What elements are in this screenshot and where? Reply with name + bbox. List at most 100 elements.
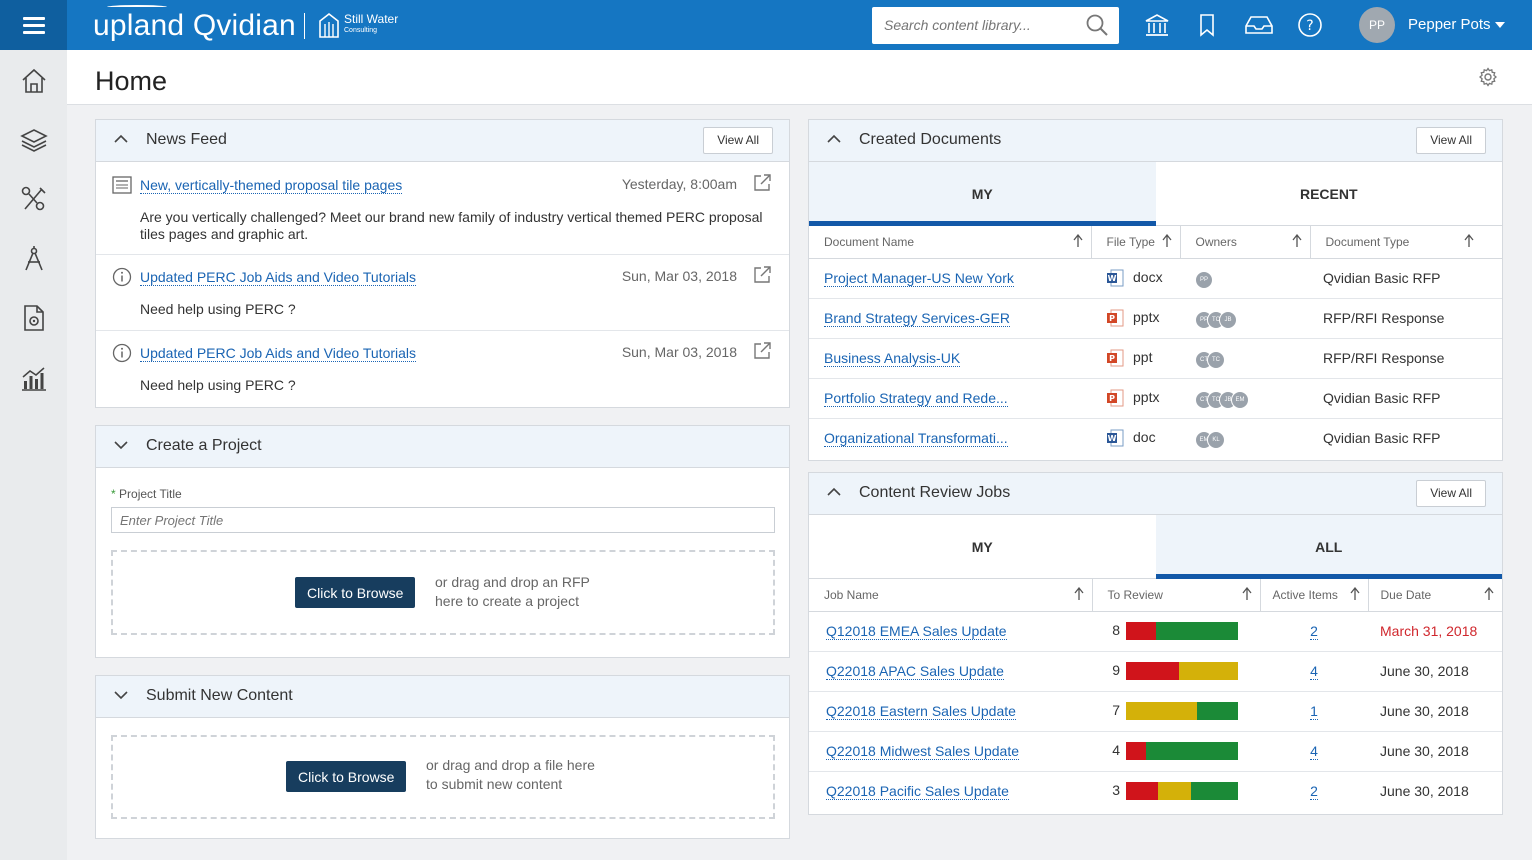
bookmark-icon[interactable] <box>1194 12 1220 38</box>
rfp-dropzone[interactable]: Click to Browse or drag and drop an RFP h… <box>111 550 775 635</box>
tab-my[interactable]: MY <box>809 162 1156 226</box>
tab-my[interactable]: MY <box>809 515 1156 579</box>
column-header[interactable]: Owners <box>1180 226 1311 259</box>
external-link-icon[interactable] <box>752 341 772 361</box>
document-link[interactable]: Organizational Transformati... <box>824 430 1008 448</box>
browse-button[interactable]: Click to Browse <box>295 577 416 608</box>
column-header[interactable]: Due Date <box>1368 579 1502 612</box>
job-link[interactable]: Q12018 EMEA Sales Update <box>826 623 1007 640</box>
view-all-button[interactable]: View All <box>1416 127 1486 154</box>
sort-arrow-icon[interactable] <box>1072 234 1083 248</box>
search-icon[interactable] <box>1085 13 1109 37</box>
analytics-icon[interactable] <box>20 364 48 392</box>
sort-arrow-icon[interactable] <box>1484 587 1494 601</box>
active-items-link[interactable]: 2 <box>1310 783 1318 801</box>
content-dropzone[interactable]: Click to Browse or drag and drop a file … <box>111 735 775 819</box>
table-row[interactable]: Q22018 Midwest Sales Update 4 4 June 30, 20… <box>809 731 1502 772</box>
owners-cell: CT TC <box>1180 338 1310 379</box>
document-type: RFP/RFI Response <box>1323 310 1445 326</box>
active-items-link[interactable]: 4 <box>1310 743 1318 760</box>
active-items-link[interactable]: 1 <box>1310 703 1318 720</box>
tab-all[interactable]: ALL <box>1155 515 1502 579</box>
external-link-icon[interactable] <box>752 173 772 193</box>
user-avatar[interactable]: PP <box>1359 7 1395 43</box>
news-link[interactable]: Updated PERC Job Aids and Video Tutorial… <box>140 345 417 362</box>
home-icon[interactable] <box>20 67 48 95</box>
column-header[interactable]: Document Name <box>809 226 1092 259</box>
table-header-row: Document Name File Type Owners Document … <box>809 226 1502 259</box>
sort-arrow-icon[interactable] <box>1291 234 1302 248</box>
project-title-input[interactable] <box>111 507 775 533</box>
column-header[interactable]: To Review <box>1092 579 1261 612</box>
tab-recent[interactable]: RECENT <box>1155 162 1502 226</box>
tools-icon[interactable] <box>20 185 48 213</box>
due-date: March 31, 2018 <box>1380 623 1478 639</box>
library-icon[interactable] <box>1144 12 1170 38</box>
bar-segment-green <box>1156 622 1238 641</box>
chevron-down-icon[interactable] <box>114 690 128 700</box>
document-link[interactable]: Brand Strategy Services-GER <box>824 310 1010 327</box>
news-link[interactable]: New, vertically-themed proposal tile pag… <box>140 177 403 194</box>
file-type: pptx <box>1133 308 1160 325</box>
inbox-icon[interactable] <box>1244 12 1274 38</box>
chevron-down-icon[interactable] <box>114 440 128 450</box>
search-input[interactable] <box>872 7 1072 42</box>
owner-avatar[interactable]: KL <box>1207 430 1225 449</box>
view-all-button[interactable]: View All <box>1416 480 1486 507</box>
owner-avatar[interactable]: JB <box>1219 310 1237 329</box>
chevron-down-icon[interactable] <box>1495 22 1505 28</box>
table-row[interactable]: Q22018 Pacific Sales Update 3 2 June 30, 20… <box>809 771 1502 811</box>
view-all-button[interactable]: View All <box>703 127 773 154</box>
chevron-up-icon[interactable] <box>114 134 128 144</box>
gear-icon[interactable] <box>1478 67 1498 87</box>
chevron-up-icon[interactable] <box>827 134 841 144</box>
chevron-up-icon[interactable] <box>827 487 841 497</box>
browse-button[interactable]: Click to Browse <box>286 761 407 792</box>
news-link[interactable]: Updated PERC Job Aids and Video Tutorial… <box>140 269 417 286</box>
owner-avatar[interactable]: PP <box>1195 270 1213 289</box>
sort-arrow-icon[interactable] <box>1073 587 1084 601</box>
to-review-count: 9 <box>1112 661 1120 678</box>
active-items-link[interactable]: 2 <box>1310 623 1318 640</box>
column-header[interactable]: Document Type <box>1310 226 1502 259</box>
sort-arrow-icon[interactable] <box>1464 234 1474 248</box>
owner-avatar[interactable]: EM <box>1231 390 1249 409</box>
hamburger-menu-icon[interactable] <box>0 0 67 50</box>
job-link[interactable]: Q22018 Eastern Sales Update <box>826 703 1016 720</box>
document-link[interactable]: Portfolio Strategy and Rede... <box>824 390 1008 407</box>
help-icon[interactable]: ? <box>1297 12 1323 38</box>
document-link[interactable]: Business Analysis-UK <box>824 350 961 367</box>
owner-avatar[interactable]: TC <box>1207 350 1225 369</box>
column-header[interactable]: Job Name <box>809 579 1093 612</box>
news-body: Need help using PERC ? <box>140 377 296 393</box>
table-row[interactable]: Q22018 APAC Sales Update 9 4 June 30, 2018 <box>809 651 1502 692</box>
required-marker: * <box>111 487 116 501</box>
sort-arrow-icon[interactable] <box>1241 587 1252 601</box>
user-name[interactable]: Pepper Pots <box>1408 16 1491 33</box>
job-link[interactable]: Q22018 APAC Sales Update <box>826 663 1004 680</box>
table-row[interactable]: Q12018 EMEA Sales Update 8 2 March 31, 2018 <box>809 611 1502 652</box>
job-link[interactable]: Q22018 Pacific Sales Update <box>826 783 1009 801</box>
created-documents-header: Created Documents View All <box>809 120 1502 162</box>
sort-arrow-icon[interactable] <box>1349 587 1360 601</box>
column-header[interactable]: Active Items <box>1260 579 1369 612</box>
table-row[interactable]: Q22018 Eastern Sales Update 7 1 June 30, 20… <box>809 691 1502 732</box>
compass-icon[interactable] <box>20 245 48 273</box>
document-settings-icon[interactable] <box>20 304 48 332</box>
document-link[interactable]: Project Manager-US New York <box>824 270 1014 287</box>
sort-arrow-icon[interactable] <box>1161 234 1172 248</box>
documents-table: Document Name File Type Owners Document … <box>809 226 1502 458</box>
external-link-icon[interactable] <box>752 265 772 285</box>
review-progress-bar <box>1126 662 1238 681</box>
review-table: Job Name To Review Active Items Due Date… <box>809 579 1502 811</box>
active-items-link[interactable]: 4 <box>1310 663 1318 680</box>
job-link[interactable]: Q22018 Midwest Sales Update <box>826 743 1019 760</box>
column-header[interactable]: File Type <box>1091 226 1181 259</box>
product-logo[interactable]: upland Qvidian <box>93 4 296 48</box>
layers-icon[interactable] <box>20 126 48 154</box>
